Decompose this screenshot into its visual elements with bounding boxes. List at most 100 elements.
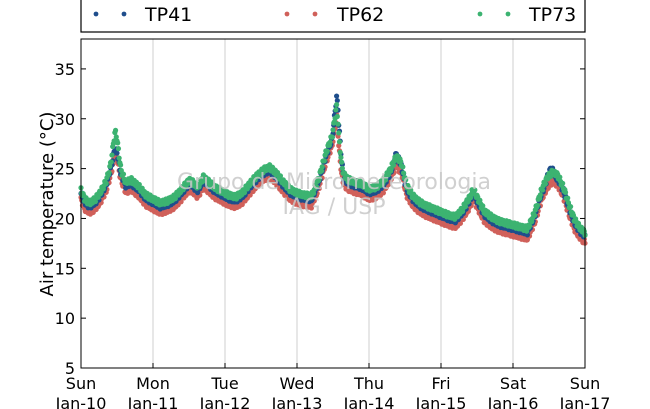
legend-label-tp62: TP62 <box>336 4 384 26</box>
point-TP41 <box>334 97 340 104</box>
x-tick-label-day: Mon <box>136 374 170 393</box>
point-TP73 <box>118 162 124 168</box>
point-TP73 <box>339 159 345 165</box>
watermark-line-1: Grupo de Micrometeorologia <box>177 170 491 195</box>
x-tick-label-date: Jan-16 <box>487 394 539 409</box>
point-TP73 <box>562 189 569 196</box>
point-TP73 <box>109 152 115 158</box>
legend-label-tp41: TP41 <box>144 4 192 26</box>
y-tick-label: 35 <box>55 60 75 79</box>
y-tick-label: 15 <box>55 259 75 278</box>
point-TP73 <box>565 195 571 201</box>
point-TP62 <box>308 205 314 211</box>
point-TP73 <box>324 148 330 154</box>
point-TP73 <box>115 140 121 146</box>
point-TP41 <box>195 190 201 196</box>
point-TP73 <box>336 139 343 145</box>
y-tick-label: 10 <box>55 309 75 328</box>
x-tick-label-date: Jan-10 <box>55 394 107 409</box>
x-tick-label-date: Jan-14 <box>343 394 395 409</box>
x-tick-label-date: Jan-13 <box>271 394 323 409</box>
point-TP73 <box>542 181 549 187</box>
legend-marker-tp73-a <box>477 11 483 17</box>
point-TP73 <box>568 204 574 210</box>
point-TP73 <box>335 121 341 127</box>
point-TP73 <box>575 220 582 226</box>
point-TP73 <box>532 212 538 219</box>
point-TP73 <box>108 159 114 165</box>
x-tick-label-date: Jan-17 <box>559 394 611 409</box>
point-TP73 <box>333 107 339 113</box>
point-TP73 <box>537 192 543 198</box>
y-axis: 5 10 15 20 25 30 35 <box>55 60 585 378</box>
point-TP73 <box>277 173 284 179</box>
legend-label-tp73: TP73 <box>528 4 576 26</box>
point-TP73 <box>472 187 478 193</box>
y-tick-label: 20 <box>55 209 75 228</box>
point-TP73 <box>390 162 397 168</box>
x-tick-label-day: Sun <box>66 374 96 393</box>
watermark: Grupo de Micrometeorologia IAG / USP <box>177 170 491 220</box>
y-tick-label: 5 <box>65 359 75 378</box>
point-TP73 <box>534 202 541 208</box>
point-TP73 <box>327 139 333 145</box>
point-TP73 <box>316 175 322 181</box>
y-tick-label: 25 <box>55 160 75 179</box>
point-TP62 <box>380 190 386 196</box>
point-TP41 <box>334 93 340 99</box>
x-tick-label-date: Jan-15 <box>415 394 467 409</box>
point-TP73 <box>398 158 404 164</box>
point-TP73 <box>318 168 325 174</box>
point-TP73 <box>330 127 336 133</box>
point-TP62 <box>336 143 342 149</box>
point-TP73 <box>103 180 109 187</box>
y-axis-label: Air temperature (°C) <box>37 112 58 297</box>
point-TP73 <box>539 187 546 193</box>
y-tick-label: 30 <box>55 110 75 129</box>
x-tick-label-day: Wed <box>280 374 315 393</box>
point-TP73 <box>462 203 469 210</box>
legend-marker-tp62-b <box>312 11 318 17</box>
point-TP73 <box>337 149 343 155</box>
legend-marker-tp73-b <box>505 11 511 17</box>
legend-marker-tp41-a <box>93 11 99 17</box>
point-TP73 <box>338 154 344 161</box>
point-TP73 <box>112 127 119 133</box>
point-TP73 <box>400 164 406 170</box>
point-TP73 <box>557 174 563 180</box>
point-TP73 <box>480 203 486 209</box>
point-TP73 <box>106 170 112 176</box>
x-tick-label-day: Thu <box>353 374 384 393</box>
series-TP73 <box>78 101 588 238</box>
legend-marker-tp62-a <box>284 11 290 17</box>
point-TP73 <box>336 130 342 136</box>
point-TP73 <box>403 177 409 183</box>
watermark-line-2: IAG / USP <box>283 195 386 220</box>
x-tick-label-day: Fri <box>431 374 450 393</box>
point-TP73 <box>308 194 314 201</box>
point-TP73 <box>334 113 340 120</box>
point-TP73 <box>526 223 533 229</box>
point-TP73 <box>120 171 127 177</box>
point-TP73 <box>313 183 320 190</box>
point-TP73 <box>329 134 335 140</box>
x-tick-label-date: Jan-12 <box>199 394 251 409</box>
point-TP73 <box>115 146 122 152</box>
point-TP73 <box>408 187 414 193</box>
point-TP73 <box>334 101 340 108</box>
legend-box <box>80 0 586 33</box>
data-points <box>78 93 588 246</box>
x-tick-label-day: Sun <box>570 374 600 393</box>
x-tick-label-date: Jan-11 <box>127 394 179 409</box>
legend-marker-tp41-b <box>121 11 127 17</box>
point-TP73 <box>400 170 407 176</box>
legend: TP41 TP62 TP73 <box>80 0 586 33</box>
point-TP73 <box>339 165 345 171</box>
point-TP73 <box>113 134 119 140</box>
point-TP73 <box>321 158 327 164</box>
point-TP73 <box>116 155 122 161</box>
point-TP73 <box>319 164 325 170</box>
plot-frame <box>80 38 586 369</box>
point-TP73 <box>382 177 389 183</box>
